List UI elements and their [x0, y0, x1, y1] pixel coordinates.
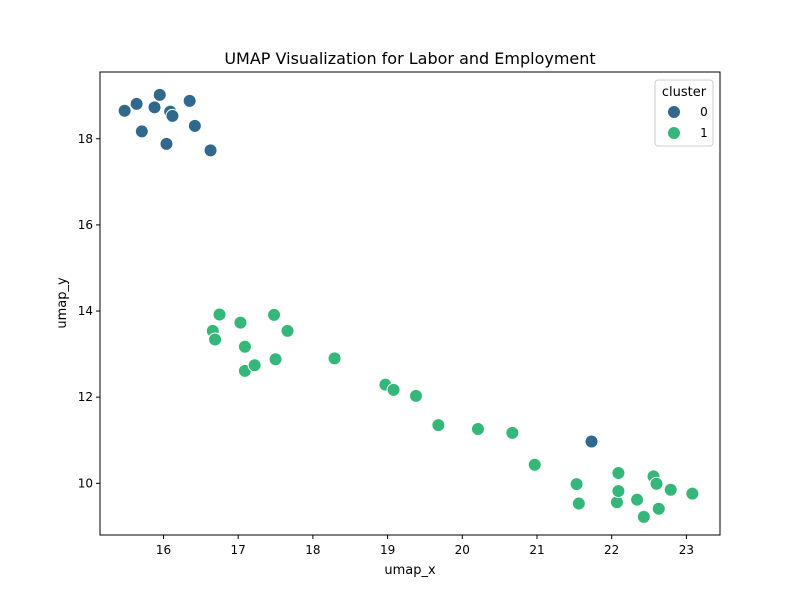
y-tick-label: 18 — [78, 132, 93, 146]
x-tick-label: 20 — [455, 543, 470, 557]
y-tick-label: 16 — [78, 218, 93, 232]
chart-title: UMAP Visualization for Labor and Employm… — [224, 49, 595, 68]
scatter-point-cluster-1 — [431, 418, 446, 433]
y-tick-label: 10 — [78, 476, 93, 490]
axes-frame — [99, 71, 721, 536]
scatter-point-cluster-1 — [208, 332, 223, 347]
scatter-point-cluster-0 — [203, 143, 218, 158]
legend-label-cluster-1: 1 — [700, 126, 708, 140]
scatter-point-cluster-0 — [152, 87, 167, 102]
scatter-point-cluster-1 — [630, 492, 645, 507]
scatter-point-cluster-1 — [280, 323, 295, 338]
scatter-point-cluster-1 — [247, 358, 262, 373]
scatter-point-cluster-1 — [527, 457, 542, 472]
scatter-point-cluster-1 — [611, 465, 626, 480]
scatter-point-cluster-0 — [147, 100, 162, 115]
scatter-point-cluster-0 — [117, 103, 132, 118]
y-axis-label: umap_y — [55, 277, 70, 329]
x-tick-label: 17 — [231, 543, 246, 557]
legend-label-cluster-0: 0 — [700, 105, 708, 119]
scatter-point-cluster-0 — [159, 136, 174, 151]
scatter-point-cluster-1 — [470, 422, 485, 437]
x-tick-label: 22 — [604, 543, 619, 557]
x-ticks: 16 17 18 19 20 21 22 23 — [156, 535, 694, 557]
scatter-point-cluster-1 — [685, 486, 700, 501]
scatter-point-cluster-1 — [636, 509, 651, 524]
scatter-point-cluster-0 — [584, 434, 599, 449]
scatter-point-cluster-1 — [267, 307, 282, 322]
scatter-point-cluster-1 — [408, 388, 423, 403]
scatter-point-cluster-1 — [505, 425, 520, 440]
scatter-point-cluster-1 — [571, 496, 586, 511]
scatter-point-cluster-1 — [237, 339, 252, 354]
x-tick-label: 21 — [529, 543, 544, 557]
scatter-point-cluster-1 — [327, 351, 342, 366]
scatter-point-cluster-1 — [386, 382, 401, 397]
y-tick-label: 14 — [78, 304, 93, 318]
scatter-point-cluster-1 — [611, 484, 626, 499]
scatter-point-cluster-1 — [233, 315, 248, 330]
legend: cluster 01 — [654, 79, 714, 147]
scatter-point-cluster-0 — [134, 124, 149, 139]
y-tick-label: 12 — [78, 390, 93, 404]
scatter-point-cluster-0 — [187, 118, 202, 133]
x-tick-label: 16 — [156, 543, 171, 557]
legend-marker-cluster-1 — [667, 126, 681, 140]
scatter-point-cluster-1 — [663, 482, 678, 497]
scatter-point-cluster-1 — [651, 501, 666, 516]
x-axis-label: umap_x — [384, 563, 436, 578]
scatter-point-cluster-0 — [129, 96, 144, 111]
legend-entries: 01 — [667, 105, 708, 140]
x-tick-label: 23 — [679, 543, 694, 557]
scatter-point-cluster-0 — [182, 93, 197, 108]
scatter-point-cluster-1 — [268, 352, 283, 367]
scatter-point-cluster-0 — [165, 108, 180, 123]
x-tick-label: 19 — [380, 543, 395, 557]
x-tick-label: 18 — [305, 543, 320, 557]
legend-marker-cluster-0 — [667, 105, 681, 119]
points-layer — [117, 87, 700, 524]
scatter-point-cluster-1 — [649, 476, 664, 491]
y-ticks: 10 12 14 16 18 — [78, 132, 100, 490]
legend-title: cluster — [662, 85, 707, 100]
scatter-point-cluster-1 — [569, 477, 584, 492]
scatter-point-cluster-1 — [212, 307, 227, 322]
